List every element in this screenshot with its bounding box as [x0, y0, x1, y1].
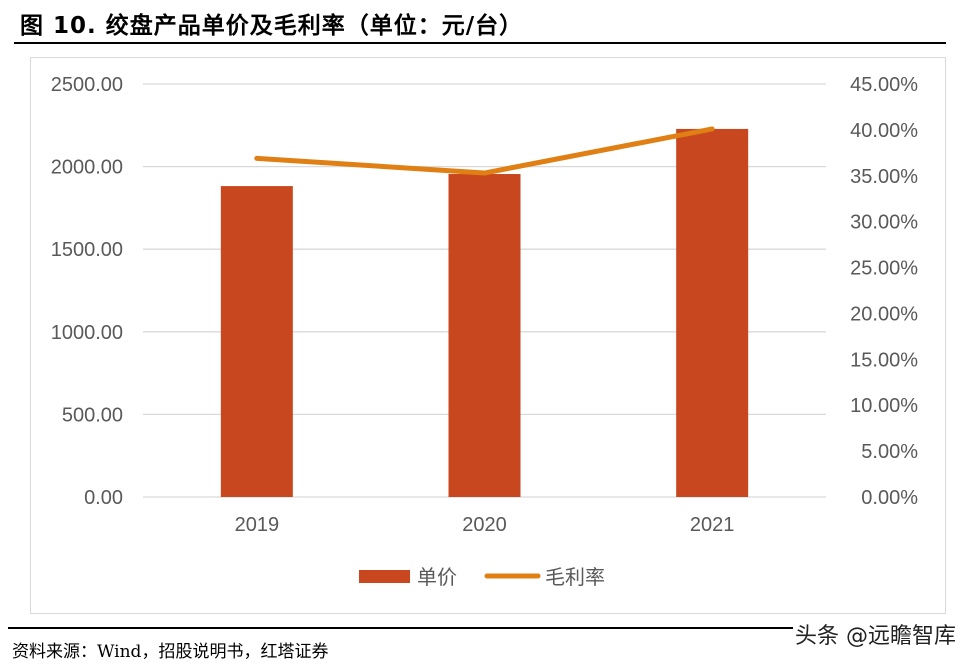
left-tick-label: 2000.00 [51, 157, 123, 179]
left-tick-label: 1500.00 [51, 239, 123, 261]
figure-title: 图 10. 绞盘产品单价及毛利率（单位：元/台） [20, 13, 524, 39]
right-tick-label: 0.00% [861, 487, 918, 509]
right-tick-label: 30.00% [850, 212, 918, 234]
right-tick-label: 40.00% [850, 120, 918, 142]
x-tick-label: 2019 [235, 514, 280, 536]
right-tick-label: 25.00% [850, 258, 918, 280]
legend-label-bar: 单价 [417, 566, 457, 589]
footer-divider [8, 627, 928, 629]
right-tick-label: 10.00% [850, 395, 918, 417]
left-tick-label: 1000.00 [51, 322, 123, 344]
legend-swatch-bar [359, 570, 410, 583]
right-tick-label: 15.00% [850, 349, 918, 371]
left-tick-label: 500.00 [62, 404, 123, 426]
right-tick-label: 35.00% [850, 166, 918, 188]
x-tick-label: 2020 [462, 514, 507, 536]
bar-2021 [676, 128, 749, 498]
bar-2020 [448, 174, 521, 497]
title-divider [14, 42, 946, 44]
legend-label-line: 毛利率 [545, 566, 605, 589]
left-tick-label: 2500.00 [51, 74, 123, 96]
watermark: 头条 @远瞻智库 [793, 618, 958, 650]
chart-frame [30, 57, 946, 614]
right-tick-label: 45.00% [850, 74, 918, 96]
right-tick-label: 20.00% [850, 303, 918, 325]
left-tick-label: 0.00 [84, 487, 123, 509]
x-tick-label: 2021 [690, 514, 735, 536]
source-note: 资料来源：Wind，招股说明书，红塔证券 [12, 642, 329, 662]
right-tick-label: 5.00% [861, 441, 918, 463]
bar-2019 [220, 186, 293, 497]
